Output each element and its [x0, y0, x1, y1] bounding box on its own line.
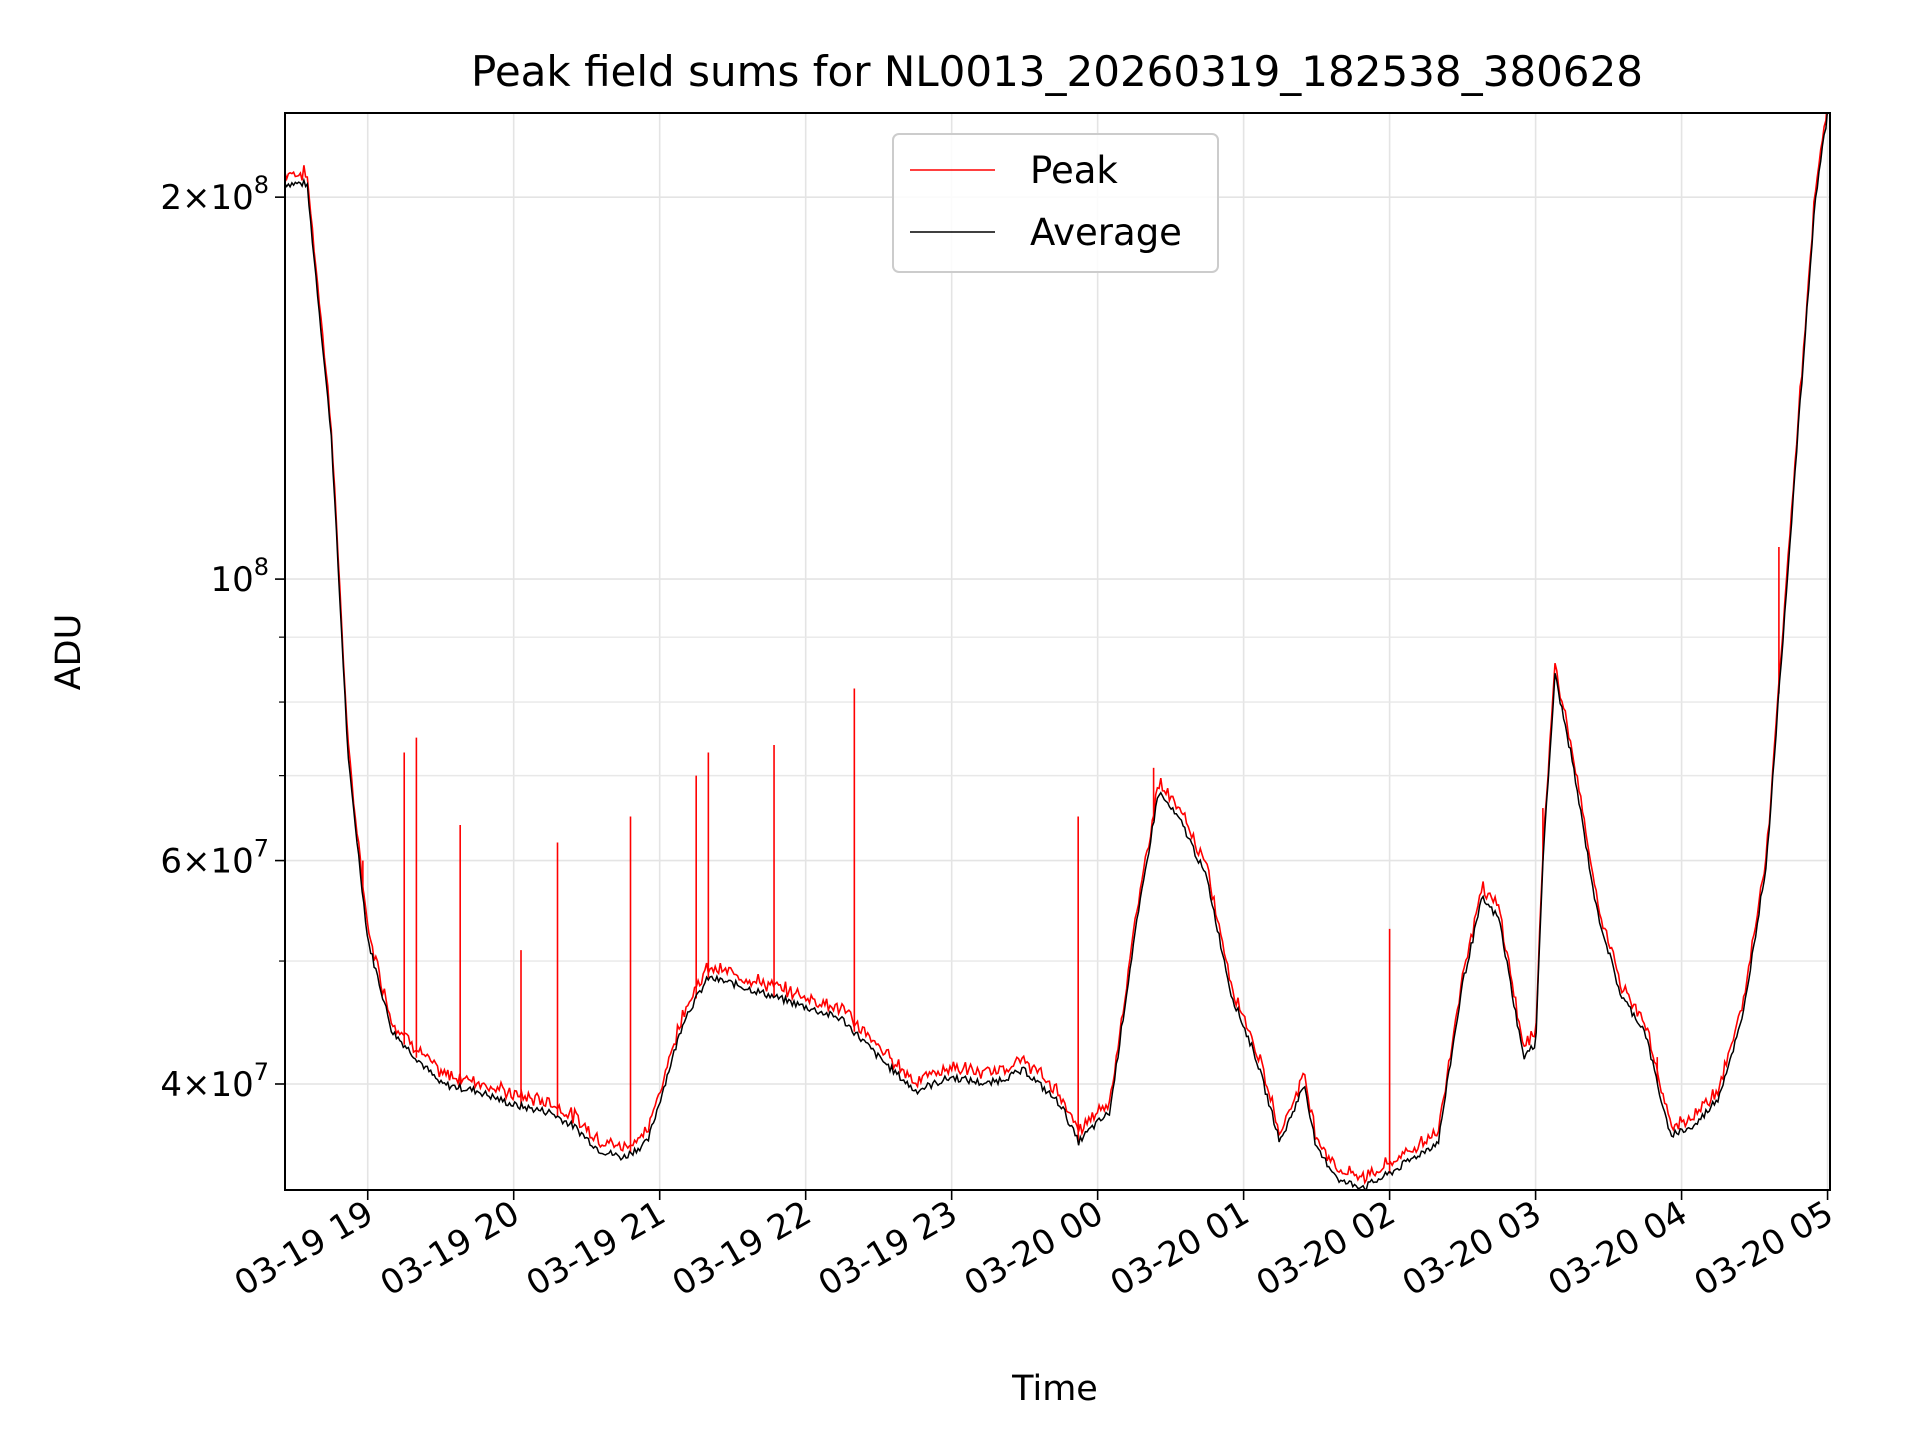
- y-tick-exponent: 8: [254, 553, 269, 581]
- legend-label-peak: Peak: [1030, 149, 1118, 192]
- plot-frame: [284, 112, 1831, 1191]
- y-axis-label: ADU: [49, 614, 89, 691]
- series-line-peak: [285, 113, 1828, 1185]
- y-tick-label: 6×107: [160, 835, 269, 882]
- y-tick-label: 108: [210, 553, 269, 600]
- chart-title: Peak field sums for NL0013_20260319_1825…: [471, 47, 1643, 96]
- y-tick-exponent: 7: [254, 835, 269, 863]
- y-tick-exponent: 8: [254, 171, 269, 199]
- y-tick-base: 2×10: [160, 178, 253, 218]
- y-tick-label: 2×108: [160, 171, 269, 218]
- x-axis-label: Time: [1011, 1369, 1098, 1409]
- y-tick-base: 10: [210, 560, 253, 600]
- series-line-average: [285, 113, 1829, 1190]
- y-tick-exponent: 7: [254, 1058, 269, 1086]
- legend-box: [892, 133, 1219, 273]
- legend: Peak Average: [892, 133, 1219, 273]
- y-tick-base: 6×10: [160, 842, 253, 882]
- legend-label-average: Average: [1030, 211, 1182, 254]
- y-tick-label: 4×107: [160, 1058, 269, 1105]
- plot-area: [285, 113, 1829, 1190]
- y-tick-base: 4×10: [160, 1065, 253, 1105]
